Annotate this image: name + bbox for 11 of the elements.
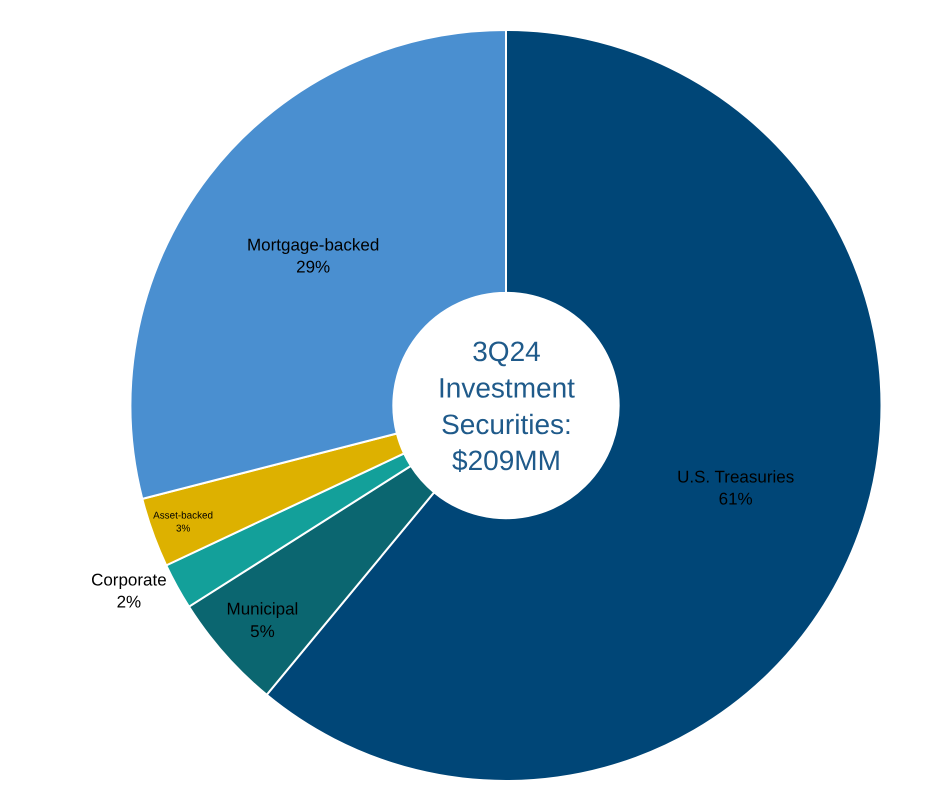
data-label: 2%	[116, 592, 142, 612]
data-label: 3%	[176, 523, 190, 534]
slice-label: Corporate	[91, 570, 167, 590]
data-label: 5%	[250, 622, 275, 641]
slice-label: Asset-backed	[153, 510, 214, 522]
data-label: 29%	[296, 257, 330, 276]
data-label: 61%	[718, 490, 753, 509]
slice-label: Mortgage-backed	[246, 235, 380, 254]
slice-label: U.S. Treasuries	[677, 468, 794, 487]
slice-label: Municipal	[226, 600, 298, 619]
text: 3Q24 Investment Securities: $209MM	[438, 336, 576, 476]
